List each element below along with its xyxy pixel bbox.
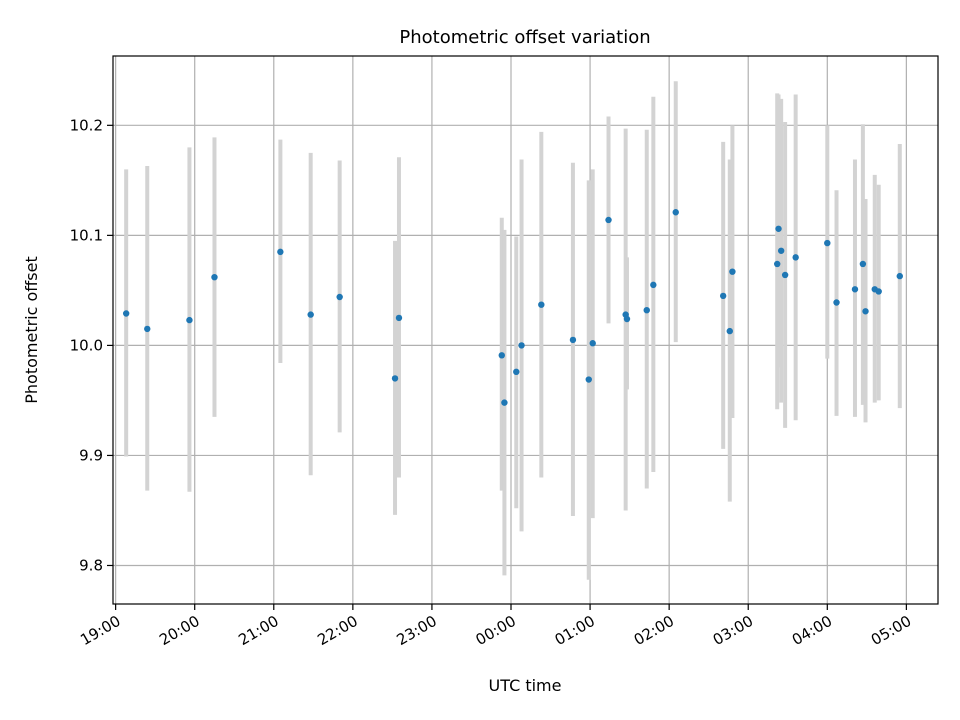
plot-frame	[112, 55, 939, 605]
data-point	[589, 340, 596, 347]
chart-title: Photometric offset variation	[399, 27, 650, 48]
data-point	[775, 225, 782, 232]
y-axis-ticks: 9.8 9.9 10.0 10.1 10.2	[70, 116, 113, 574]
y-tick-label: 10.1	[70, 226, 103, 244]
data-point	[186, 316, 193, 324]
data-point	[859, 260, 867, 268]
error-bars	[124, 81, 902, 580]
data-point	[719, 292, 727, 300]
data-point	[726, 327, 733, 335]
data-point	[538, 301, 545, 308]
y-tick-label: 9.8	[79, 556, 103, 574]
data-point	[672, 209, 679, 216]
data-point	[307, 311, 314, 318]
x-axis-label: UTC time	[489, 676, 562, 695]
data-point	[643, 306, 650, 314]
data-point	[729, 268, 736, 275]
data-point	[518, 342, 525, 349]
data-point	[501, 399, 508, 406]
data-point	[277, 248, 284, 256]
data-point	[896, 272, 903, 280]
grid	[113, 56, 938, 604]
x-tick-label: 04:00	[789, 612, 835, 649]
data-point	[650, 281, 657, 289]
data-point	[585, 376, 592, 383]
x-tick-label: 00:00	[473, 612, 519, 649]
x-tick-label: 21:00	[235, 612, 281, 649]
data-point	[513, 368, 520, 376]
data-point	[605, 216, 612, 224]
data-point	[777, 247, 785, 254]
data-point	[851, 286, 859, 293]
x-tick-label: 23:00	[393, 612, 439, 649]
data-point	[569, 336, 577, 344]
data-point	[824, 239, 831, 247]
x-tick-label: 01:00	[552, 612, 598, 649]
x-tick-label: 20:00	[156, 612, 202, 649]
x-tick-label: 05:00	[868, 612, 914, 649]
x-tick-label: 19:00	[77, 612, 123, 649]
y-axis-label: Photometric offset	[22, 256, 41, 404]
data-point	[336, 293, 343, 301]
x-tick-label: 03:00	[710, 612, 756, 649]
data-point	[395, 314, 403, 322]
y-tick-label: 9.9	[79, 446, 103, 464]
data-point	[774, 260, 781, 268]
x-axis-ticks: 19:00 20:00 21:00 22:00 23:00 00:00 01:00 02:00…	[77, 604, 914, 649]
x-tick-label: 22:00	[314, 612, 360, 649]
x-tick-label: 02:00	[631, 612, 677, 649]
data-point	[623, 315, 631, 323]
data-points	[122, 209, 903, 406]
data-point	[391, 375, 399, 382]
data-point	[781, 271, 789, 279]
data-point	[862, 308, 869, 315]
data-point	[144, 325, 151, 333]
data-point	[792, 254, 799, 261]
data-point	[875, 288, 882, 295]
y-tick-label: 10.2	[70, 116, 103, 134]
data-point	[122, 310, 130, 317]
data-point	[498, 352, 505, 359]
data-point	[833, 299, 840, 306]
y-tick-label: 10.0	[70, 336, 103, 354]
data-point	[211, 273, 218, 281]
